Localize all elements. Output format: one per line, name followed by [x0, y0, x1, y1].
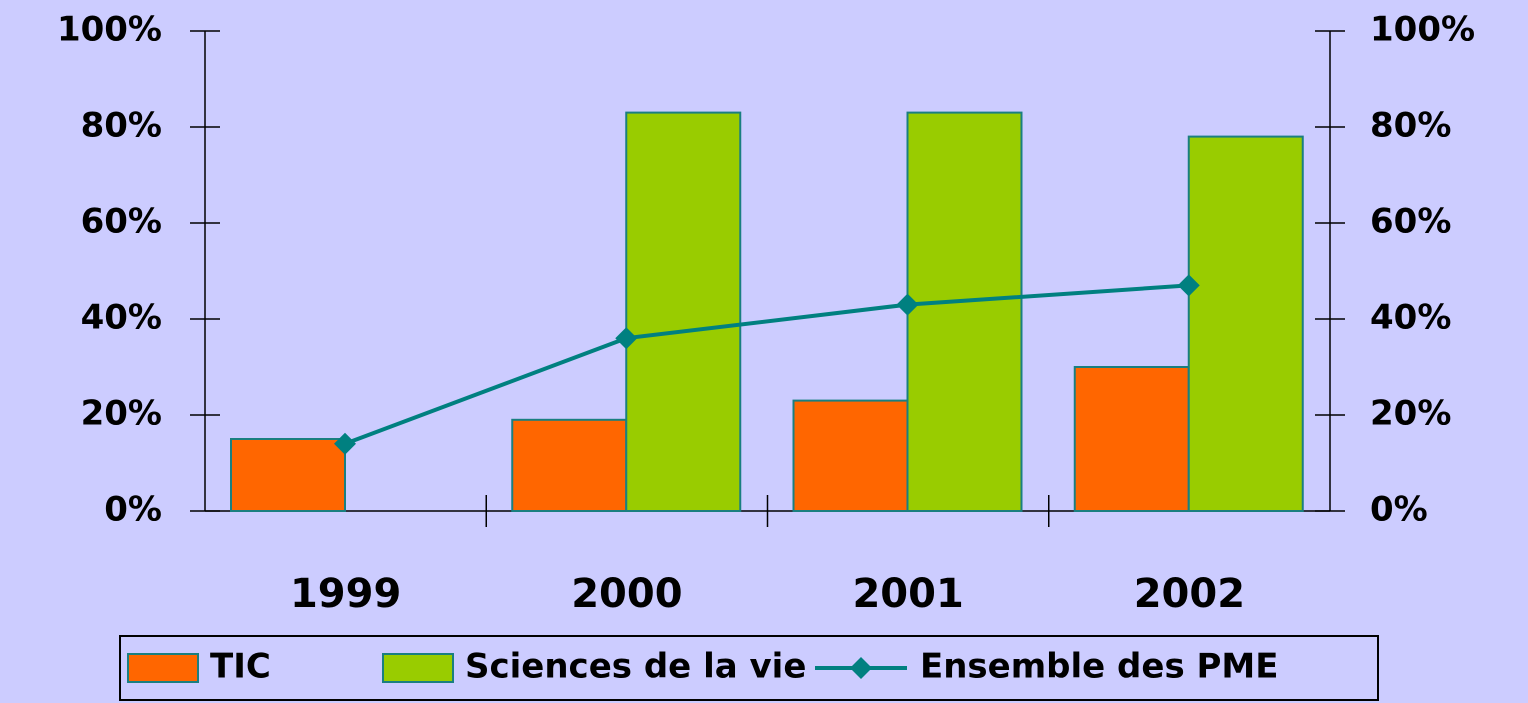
- y2-tick-label: 100%: [1370, 10, 1475, 50]
- legend-swatch: [127, 653, 199, 683]
- x-tick-label: 1999: [290, 571, 401, 617]
- bar: [1073, 366, 1190, 512]
- line: [344, 283, 1189, 446]
- y-tick-label: 80%: [81, 106, 162, 146]
- x-tick-label: 2001: [852, 571, 963, 617]
- y-tick-label: 40%: [81, 298, 162, 338]
- bar: [625, 111, 742, 512]
- line-marker: [1177, 274, 1200, 297]
- x-tick-label: 2000: [571, 571, 682, 617]
- y-tick-label: 0%: [104, 490, 162, 530]
- bar: [230, 438, 346, 512]
- x-tick-label: 2002: [1134, 571, 1245, 617]
- bar: [511, 418, 628, 512]
- legend-label: Sciences de la vie: [465, 647, 806, 687]
- bar: [1187, 135, 1304, 512]
- legend-swatch: [382, 653, 454, 683]
- y-tick-label: 100%: [57, 10, 162, 50]
- y-tick-label: 60%: [81, 202, 162, 242]
- y2-tick-label: 0%: [1370, 490, 1428, 530]
- y2-tick-label: 80%: [1370, 106, 1451, 146]
- y-tick-label: 20%: [81, 394, 162, 434]
- y2-tick-label: 40%: [1370, 298, 1451, 338]
- y2-tick-label: 60%: [1370, 202, 1451, 242]
- line-marker: [615, 327, 638, 350]
- legend-marker: [850, 657, 872, 679]
- legend-label: Ensemble des PME: [920, 647, 1279, 687]
- bar: [906, 111, 1023, 512]
- bar: [792, 399, 909, 513]
- legend-box: [119, 635, 1379, 701]
- line-marker: [334, 432, 356, 455]
- legend-label: TIC: [210, 647, 271, 687]
- y2-tick-label: 20%: [1370, 394, 1451, 434]
- line-marker: [896, 293, 919, 316]
